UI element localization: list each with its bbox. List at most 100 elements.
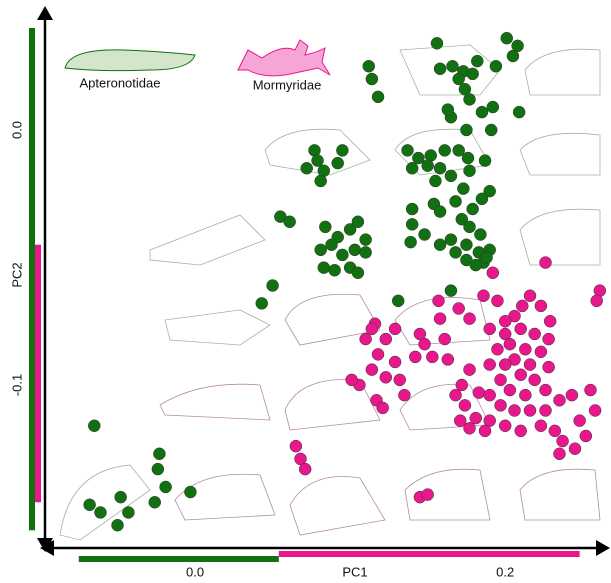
point xyxy=(159,480,172,494)
point xyxy=(498,358,512,371)
point xyxy=(444,284,458,297)
point xyxy=(351,266,365,280)
point xyxy=(478,154,492,167)
point xyxy=(553,447,566,461)
point xyxy=(336,248,349,262)
point xyxy=(455,378,469,392)
point xyxy=(379,332,393,346)
point xyxy=(542,332,555,346)
point xyxy=(421,488,434,501)
point xyxy=(365,72,379,86)
point xyxy=(486,100,500,114)
point xyxy=(319,220,332,234)
point xyxy=(500,31,514,45)
point xyxy=(503,337,517,351)
x-range-bar xyxy=(78,556,279,562)
point xyxy=(449,388,462,402)
background-outlines xyxy=(59,44,601,541)
point xyxy=(317,261,331,274)
point xyxy=(460,238,473,251)
point xyxy=(412,151,425,165)
point xyxy=(584,383,597,397)
point xyxy=(469,411,482,425)
point xyxy=(359,332,372,346)
point xyxy=(514,368,527,382)
point xyxy=(365,322,379,336)
point xyxy=(463,93,476,106)
point xyxy=(433,312,447,325)
point xyxy=(184,485,197,499)
point xyxy=(590,294,603,308)
point xyxy=(391,294,405,308)
point xyxy=(466,67,479,81)
y-axis-title: PC2 xyxy=(9,262,24,287)
x-axis-title: PC1 xyxy=(342,564,367,579)
point xyxy=(472,386,486,399)
point xyxy=(438,144,451,157)
point xyxy=(528,373,541,387)
point xyxy=(421,159,434,172)
point xyxy=(463,164,476,178)
point xyxy=(534,419,548,433)
point xyxy=(475,192,489,206)
point xyxy=(311,154,324,167)
point xyxy=(379,371,393,384)
point xyxy=(498,419,512,433)
point xyxy=(480,251,493,264)
point xyxy=(325,238,338,251)
point xyxy=(483,322,496,336)
point xyxy=(441,353,455,366)
point xyxy=(458,399,472,412)
point xyxy=(471,54,484,68)
point xyxy=(494,373,507,387)
point xyxy=(455,212,469,226)
point xyxy=(409,350,422,364)
point xyxy=(477,289,490,302)
point xyxy=(453,414,467,427)
point xyxy=(588,404,602,417)
point xyxy=(534,345,548,359)
point xyxy=(514,424,527,438)
point xyxy=(484,123,498,137)
point xyxy=(523,404,537,417)
point xyxy=(418,228,431,241)
point xyxy=(503,383,517,397)
point xyxy=(444,169,458,183)
point xyxy=(343,223,357,236)
point xyxy=(300,161,313,175)
point xyxy=(255,297,268,310)
point xyxy=(542,360,555,374)
point xyxy=(446,59,459,73)
y-tick-label: -0.1 xyxy=(9,374,24,396)
x-tick-label: 0.2 xyxy=(496,564,514,579)
point xyxy=(433,161,447,175)
point xyxy=(565,388,579,402)
point xyxy=(398,388,411,402)
point xyxy=(463,312,476,325)
point xyxy=(430,37,444,50)
point xyxy=(314,174,327,188)
point xyxy=(365,363,379,376)
point xyxy=(523,358,537,371)
legend-label: Mormyridae xyxy=(253,77,322,92)
point xyxy=(553,394,566,407)
point xyxy=(483,184,496,198)
point xyxy=(405,218,419,231)
point xyxy=(404,235,417,249)
point xyxy=(429,174,442,188)
legend-swatch xyxy=(64,49,196,72)
point xyxy=(388,355,402,369)
point xyxy=(151,462,165,476)
point xyxy=(466,202,479,216)
point xyxy=(519,343,532,356)
point xyxy=(359,233,372,246)
point xyxy=(463,363,476,376)
point xyxy=(348,243,362,257)
point xyxy=(491,294,504,308)
point xyxy=(491,343,504,356)
point xyxy=(461,151,475,165)
point xyxy=(266,279,279,292)
point xyxy=(413,327,427,341)
point xyxy=(483,414,496,427)
point xyxy=(523,289,537,302)
